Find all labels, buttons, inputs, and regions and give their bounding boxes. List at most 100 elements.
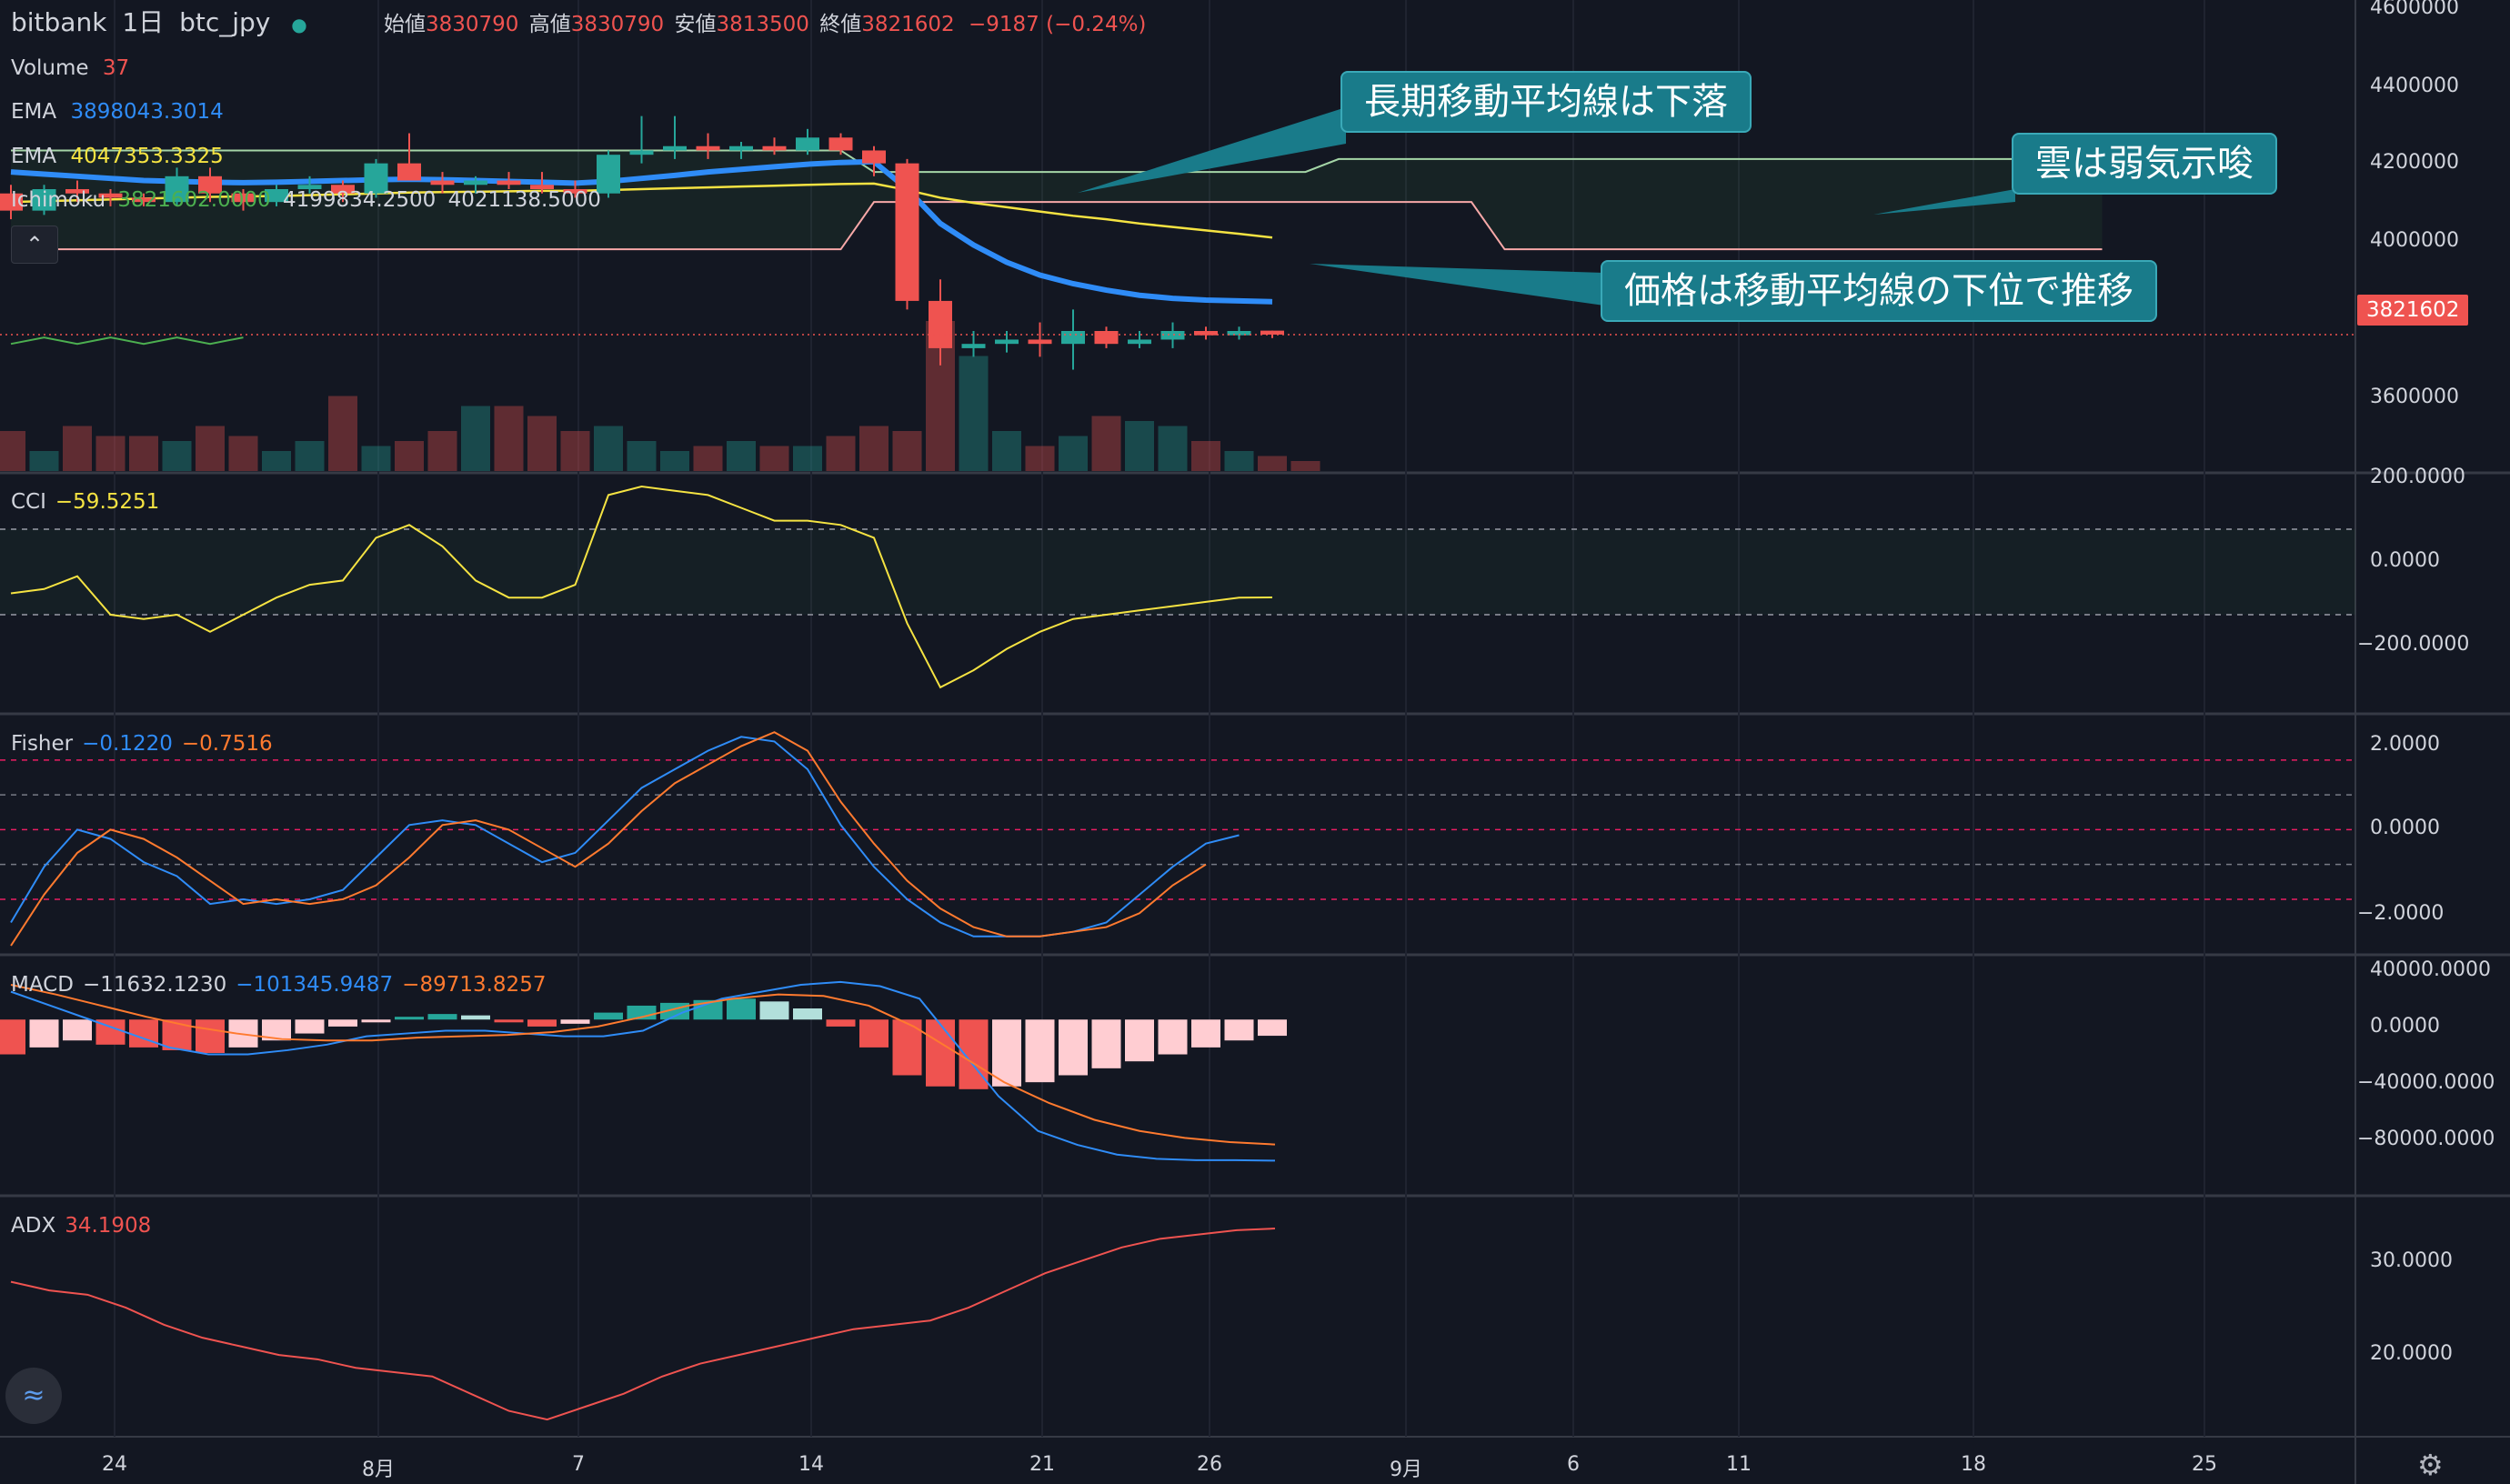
date-tick: 9月 <box>1390 1459 1422 1481</box>
collapse-legend-button[interactable]: ⌃ <box>11 226 58 264</box>
ichimoku-label: Ichimoku <box>11 188 106 212</box>
volume-bar <box>1125 421 1154 471</box>
macd-histogram-bar <box>793 1008 822 1020</box>
macd-histogram-bar <box>1025 1019 1055 1083</box>
candle-body <box>265 189 288 203</box>
macd-tick: −80000.0000 <box>2357 1128 2495 1150</box>
macd-histogram-bar <box>759 1001 789 1020</box>
volume-bar <box>1025 446 1055 471</box>
macd-histogram-bar <box>295 1019 325 1034</box>
macd-signal-line <box>10 983 1276 1146</box>
volume-bar <box>992 431 1021 471</box>
macd-tick: 40000.0000 <box>2370 958 2491 981</box>
volume-bar <box>395 441 424 471</box>
ichimoku-legend[interactable]: Ichimoku 3821602.0000 4199834.2500 40211… <box>11 186 601 214</box>
high-value: 3830790 <box>570 13 665 36</box>
high-label: 高値 <box>528 13 571 36</box>
volume-bar <box>0 431 25 471</box>
adx-label: ADX <box>11 1214 56 1238</box>
fisher-legend[interactable]: Fisher −0.1220 −0.7516 <box>11 730 282 757</box>
candle-body <box>995 339 1019 345</box>
date-tick: 14 <box>798 1453 824 1476</box>
volume-bar <box>95 436 126 471</box>
volume-bar <box>1290 461 1320 471</box>
volume-bar <box>1191 441 1220 471</box>
macd-histogram-bar <box>859 1019 889 1048</box>
adx-line <box>10 1228 1276 1421</box>
ohlc-legend: 始値3830790 高値3830790 安値3813500 終値3821602 … <box>384 11 1146 38</box>
date-tick: 7 <box>572 1453 585 1476</box>
ema2-legend[interactable]: EMA 4047353.3325 <box>11 143 224 170</box>
volume-bar <box>859 426 889 471</box>
macd-histogram-bar <box>494 1019 524 1023</box>
volume-bar <box>129 436 158 471</box>
cci-band <box>0 529 2355 615</box>
price-tick: 3600000 <box>2370 386 2459 408</box>
volume-bar <box>727 441 756 471</box>
ema1-legend[interactable]: EMA 3898043.3014 <box>11 98 224 125</box>
interval-label: 1日 <box>122 7 165 37</box>
adx-legend[interactable]: ADX 34.1908 <box>11 1212 160 1239</box>
volume-legend[interactable]: Volume 37 <box>11 55 129 82</box>
volume-bar <box>328 396 357 471</box>
macd-histogram-bar <box>926 1019 955 1087</box>
volume-bar <box>1224 451 1254 471</box>
date-tick: 24 <box>102 1453 127 1476</box>
volume-bar <box>427 431 457 471</box>
candle-body <box>1061 331 1085 345</box>
cci-legend[interactable]: CCI −59.5251 <box>11 488 168 516</box>
candle-body <box>497 180 521 186</box>
candle-body <box>397 163 421 181</box>
macd-histogram-bar <box>328 1019 357 1027</box>
candle-body <box>165 175 189 203</box>
macd-histogram-bar <box>29 1019 59 1048</box>
low-label: 安値 <box>674 13 717 36</box>
tradingview-logo-icon[interactable]: ≈ <box>5 1368 62 1424</box>
cci-line <box>10 485 1273 689</box>
candle-body <box>231 193 256 203</box>
fisher-tick: −2.0000 <box>2357 902 2445 925</box>
cci-tick: 0.0000 <box>2370 549 2440 572</box>
volume-bar <box>560 431 590 471</box>
callout-pointer <box>1310 264 1604 306</box>
macd-legend[interactable]: MACD −11632.1230 −101345.9487 −89713.8257 <box>11 971 555 998</box>
ema1-value: 3898043.3014 <box>70 100 224 124</box>
volume-bar <box>627 441 657 471</box>
candle-body <box>762 145 787 151</box>
volume-bar <box>1158 426 1188 471</box>
macd-histogram-bar <box>693 999 723 1020</box>
chevron-up-icon: ⌃ <box>25 232 45 257</box>
adx-tick: 30.0000 <box>2370 1249 2453 1272</box>
candle-body <box>929 300 952 348</box>
ema-long-line <box>10 182 1273 239</box>
fisher-tick: 0.0000 <box>2370 817 2440 839</box>
volume-value: 37 <box>102 56 130 80</box>
volume-label: Volume <box>11 56 89 80</box>
volume-bar <box>1059 436 1088 471</box>
symbol-label: btc_jpy <box>179 7 271 37</box>
callout-price-below-ma[interactable]: 価格は移動平均線の下位で推移 <box>1601 260 2157 322</box>
macd-line <box>10 980 1276 1162</box>
ichimoku-value-2: 4199834.2500 <box>282 188 437 212</box>
macd-histogram-bar <box>1191 1019 1220 1048</box>
fisher-trigger-line <box>10 731 1207 947</box>
macd-histogram-bar <box>0 1019 25 1055</box>
callout-long-ma[interactable]: 長期移動平均線は下落 <box>1340 71 1752 133</box>
candle-body <box>0 193 23 211</box>
last-price-tag: 3821602 <box>2357 295 2469 326</box>
callout-cloud[interactable]: 雲は弱気示唆 <box>2012 133 2277 195</box>
candle-body <box>1194 331 1218 336</box>
macd-value-2: −101345.9487 <box>236 973 394 997</box>
gear-icon[interactable]: ⚙ <box>2417 1448 2444 1482</box>
volume-bar <box>892 431 922 471</box>
macd-histogram-bar <box>196 1019 225 1053</box>
candle-body <box>895 163 919 301</box>
candle-body <box>297 185 322 189</box>
volume-bar <box>228 436 258 471</box>
macd-histogram-bar <box>63 1019 92 1041</box>
candle-body <box>796 137 819 151</box>
low-value: 3813500 <box>716 13 809 36</box>
ichimoku-value-1: 3821602.0000 <box>117 188 271 212</box>
candle-body <box>729 145 753 151</box>
